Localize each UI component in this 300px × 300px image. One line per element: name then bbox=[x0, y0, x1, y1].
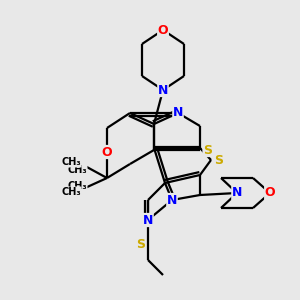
Text: S: S bbox=[214, 154, 223, 166]
Text: N: N bbox=[232, 187, 242, 200]
Text: N: N bbox=[167, 194, 177, 206]
Text: N: N bbox=[143, 214, 153, 226]
Text: CH₃: CH₃ bbox=[68, 181, 87, 191]
Text: CH₃: CH₃ bbox=[68, 165, 87, 175]
Text: N: N bbox=[173, 106, 183, 119]
Text: CH₃: CH₃ bbox=[61, 187, 81, 197]
Text: O: O bbox=[265, 187, 275, 200]
Text: S: S bbox=[203, 143, 212, 157]
Text: CH₃: CH₃ bbox=[61, 157, 81, 167]
Text: S: S bbox=[136, 238, 145, 251]
Text: O: O bbox=[158, 23, 168, 37]
Text: N: N bbox=[158, 83, 168, 97]
Text: O: O bbox=[102, 146, 112, 158]
